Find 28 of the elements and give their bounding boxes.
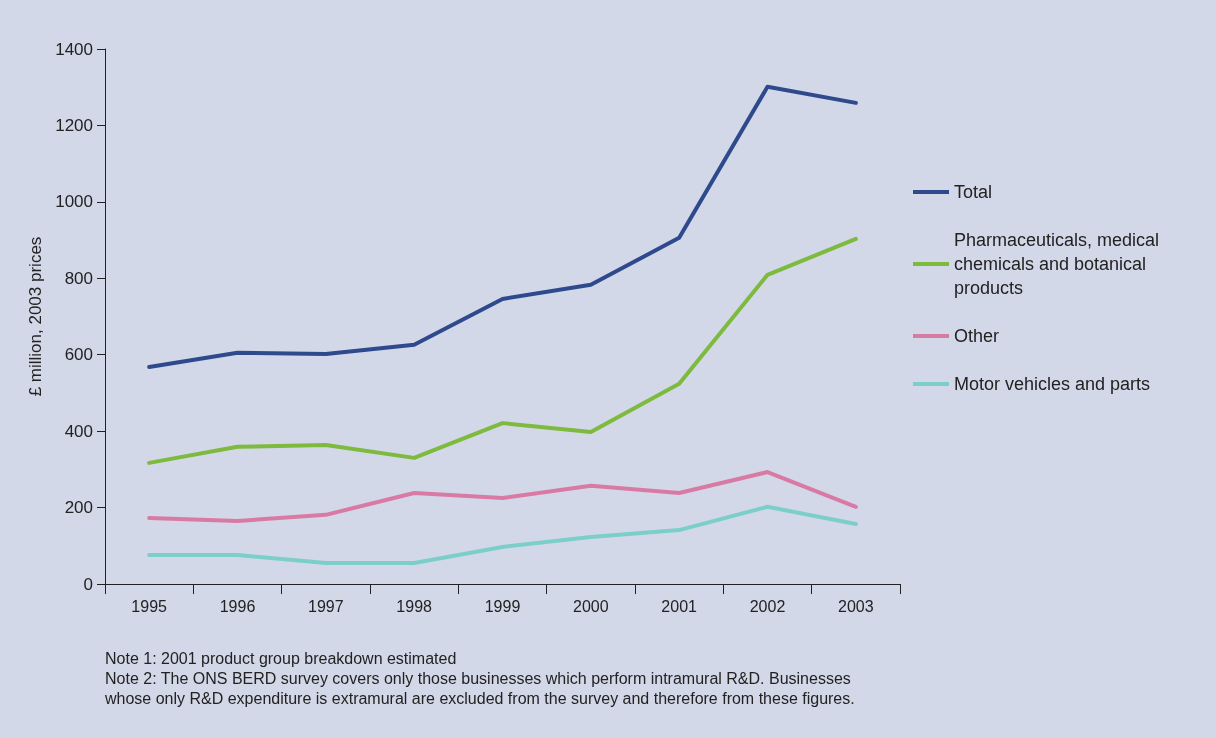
y-tick-label: 600 bbox=[64, 345, 93, 365]
y-tick-label: 200 bbox=[64, 498, 93, 518]
line-series bbox=[147, 504, 858, 565]
line-series bbox=[147, 236, 858, 465]
line-series bbox=[147, 84, 858, 369]
x-tick-label: 1996 bbox=[219, 597, 256, 615]
x-tick-label: 1999 bbox=[484, 597, 521, 615]
x-tick-label: 1998 bbox=[396, 597, 433, 615]
text: Note 1: 2001 product group breakdown estimated bbox=[105, 649, 457, 667]
x-tick-label: 2000 bbox=[573, 597, 609, 615]
legend-label: Other bbox=[954, 326, 1000, 346]
y-tick-label: 800 bbox=[64, 268, 93, 288]
y-tick-label: 1200 bbox=[55, 115, 93, 135]
x-tick-label: 1995 bbox=[131, 597, 168, 615]
legend-label: Motor vehicles and parts bbox=[954, 374, 1151, 394]
legend-label: Total bbox=[954, 182, 993, 202]
x-tick-label: 2001 bbox=[661, 597, 698, 615]
x-tick-label: 2002 bbox=[749, 597, 786, 615]
y-tick-label: 0 bbox=[83, 574, 93, 594]
x-tick-label: 1997 bbox=[308, 597, 344, 615]
legend-label: Pharmaceuticals, medical chemicals and botanical products bbox=[954, 230, 1165, 298]
y-axis-title: £ million, 2003 prices bbox=[26, 236, 46, 397]
y-tick-label: 400 bbox=[64, 421, 93, 441]
text: Note 2: The ONS BERD survey covers only those businesses which perform intramural R&D. Businesses whose only R&D expenditure is extramural are excluded from the survey and therefore from these figures. bbox=[104, 669, 856, 707]
line-series bbox=[147, 470, 858, 523]
y-tick-label: 1400 bbox=[55, 39, 93, 59]
x-tick-label: 2003 bbox=[838, 597, 874, 615]
y-tick-label: 1000 bbox=[55, 192, 93, 212]
